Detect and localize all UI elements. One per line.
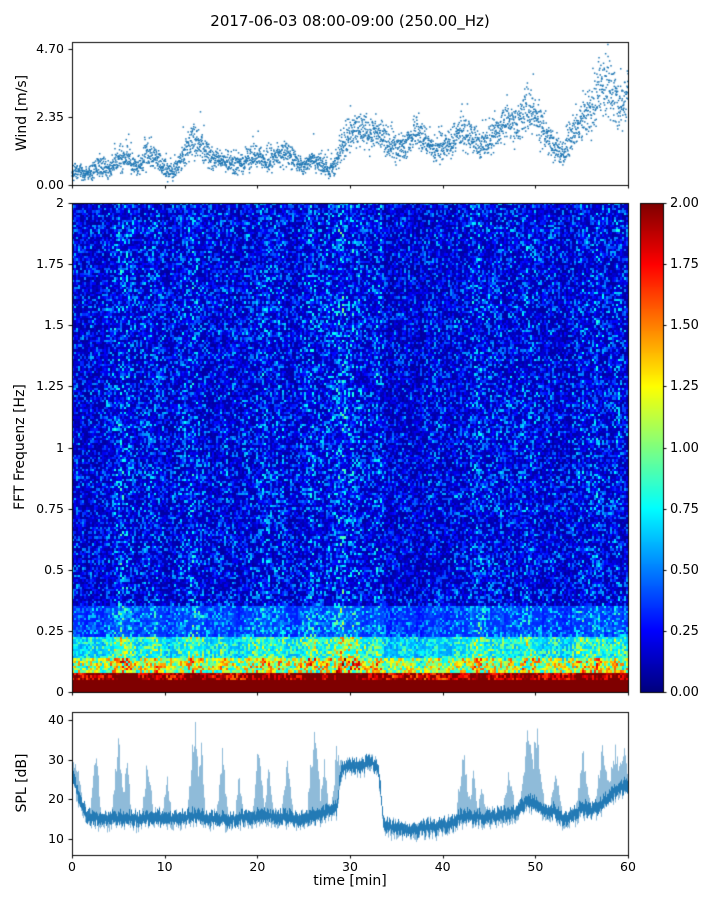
tick-label: 30 xyxy=(342,859,358,874)
tick-label: 0.50 xyxy=(670,562,699,578)
tick-label: 1.5 xyxy=(44,317,64,333)
figure-title: 2017-06-03 08:00-09:00 (250.00_Hz) xyxy=(210,12,490,30)
tick-label: 10 xyxy=(156,859,173,874)
tick-label: 1.00 xyxy=(670,440,699,456)
tick-label: 20 xyxy=(249,859,266,874)
tick-label: 0.5 xyxy=(44,561,64,577)
colorbar-region xyxy=(640,203,663,692)
tick-label: 1.50 xyxy=(670,318,699,334)
wind-plot-region xyxy=(72,42,628,185)
tick-label: 2 xyxy=(56,195,64,210)
tick-label: 40 xyxy=(434,859,451,874)
tick-label: 1.75 xyxy=(36,256,64,272)
tick-label: 4.70 xyxy=(36,40,64,56)
tick-label: 0.25 xyxy=(670,623,699,639)
tick-label: 0 xyxy=(68,859,76,874)
tick-label: 1.25 xyxy=(36,378,64,394)
tick-label: 60 xyxy=(620,859,636,874)
tick-label: 2.00 xyxy=(670,196,699,211)
tick-label: 30 xyxy=(48,751,64,767)
tick-label: 0.00 xyxy=(36,177,64,192)
tick-label: 1 xyxy=(56,439,64,455)
tick-label: 0.00 xyxy=(670,685,699,700)
x-axis-label: time [min] xyxy=(313,873,387,889)
tick-label: 0.25 xyxy=(36,622,64,638)
tick-label: 40 xyxy=(48,711,64,727)
tick-label: 20 xyxy=(48,791,64,807)
tick-label: 0.75 xyxy=(36,500,64,516)
tick-label: 1.25 xyxy=(670,379,699,395)
tick-label: 10 xyxy=(48,831,64,847)
tick-label: 2.35 xyxy=(36,108,64,124)
spectrogram-plot-region xyxy=(72,203,628,692)
tick-label: 0.75 xyxy=(670,501,699,517)
spl-plot-region xyxy=(72,712,628,855)
tick-label: 1.75 xyxy=(670,257,699,273)
tick-label: 50 xyxy=(527,859,544,874)
tick-label: 0 xyxy=(56,684,64,699)
